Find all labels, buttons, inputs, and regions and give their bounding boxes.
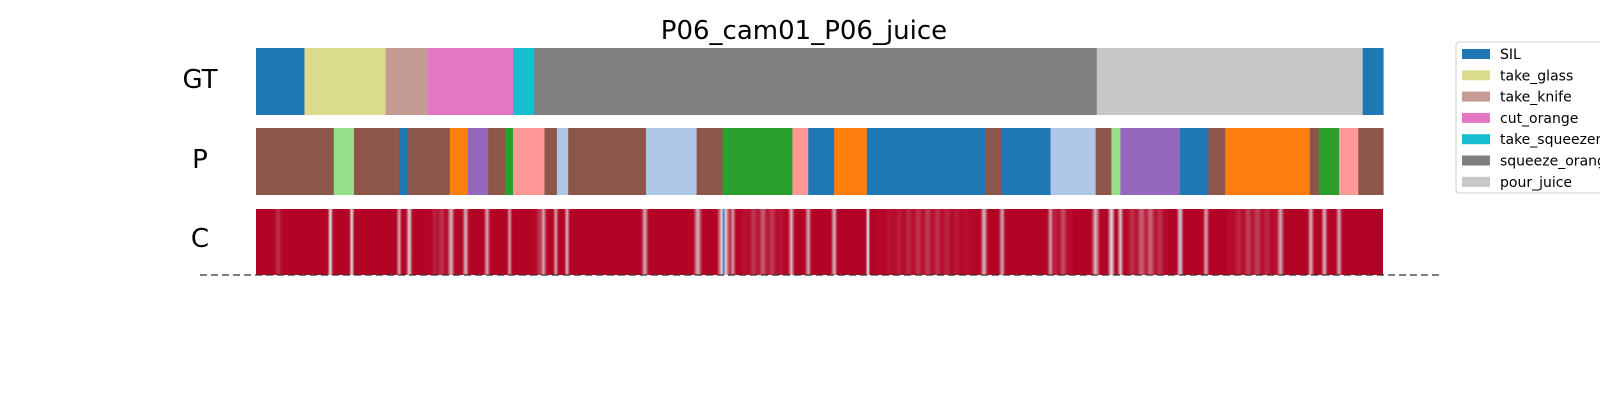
legend-swatch-squeeze_orange [1462,155,1490,166]
legend: SIL take_glass take_knife cut_orange take_sq… [1455,41,1600,194]
p-segment-27 [1208,128,1226,195]
p-segment-10 [544,128,558,195]
c-row-confidence-strip [256,209,1383,275]
p-segment-12 [568,128,647,195]
legend-label-SIL: SIL [1500,47,1521,63]
legend-swatch-pour_juice [1462,176,1490,187]
p-segment-13 [645,128,698,195]
gt-segment-2 [385,48,428,115]
chart-title: P06_cam01_P06_juice [661,16,947,46]
p-segment-28 [1225,128,1311,195]
p-segment-14 [696,128,724,195]
p-segment-23 [1095,128,1112,195]
legend-swatch-SIL [1462,49,1490,59]
p-segment-1 [333,128,355,195]
p-segment-17 [808,128,835,195]
p-segment-32 [1358,128,1384,195]
p-segment-25 [1120,128,1181,195]
p-segment-5 [449,128,469,195]
p-segment-24 [1111,128,1122,195]
p-segment-0 [256,128,335,195]
p-segment-18 [834,128,868,195]
legend-label-cut_orange: cut_orange [1500,111,1578,127]
legend-label-take_glass: take_glass [1500,68,1573,84]
legend-label-take_knife: take_knife [1500,90,1572,106]
gt-row [256,48,1384,115]
legend-label-pour_juice: pour_juice [1500,175,1572,191]
gt-segment-7 [1362,48,1384,115]
row-label-c: C [191,224,209,254]
legend-label-squeeze_orange: squeeze_orange [1500,154,1600,170]
legend-swatch-take_glass [1462,70,1490,81]
p-segment-30 [1318,128,1340,195]
p-segment-3 [399,128,409,195]
legend-label-take_squeezer: take_squeezer [1500,132,1600,148]
p-segment-15 [722,128,794,195]
gt-segment-1 [304,48,387,115]
legend-frame [1455,41,1600,194]
p-segment-22 [1050,128,1097,195]
gt-segment-5 [534,48,1098,115]
legend-swatch-cut_orange [1462,112,1490,123]
p-segment-4 [408,128,451,195]
p-segment-19 [866,128,986,195]
p-segment-8 [505,128,514,195]
p-segment-7 [488,128,506,195]
legend-swatch-take_squeezer [1462,134,1490,145]
p-segment-2 [354,128,400,195]
gt-segment-6 [1096,48,1364,115]
row-label-p: P [192,145,208,175]
p-segment-31 [1339,128,1359,195]
p-segment-21 [1002,128,1052,195]
p-segment-26 [1180,128,1209,195]
gt-segment-3 [427,48,514,115]
p-segment-16 [792,128,809,195]
row-label-gt: GT [182,65,217,95]
p-row [256,128,1384,195]
gt-segment-0 [256,48,306,115]
gt-segment-4 [512,48,535,115]
p-segment-9 [512,128,546,195]
legend-swatch-take_knife [1462,91,1490,102]
p-segment-11 [556,128,569,195]
p-segment-29 [1309,128,1320,195]
p-segment-6 [467,128,489,195]
p-segment-20 [985,128,1003,195]
